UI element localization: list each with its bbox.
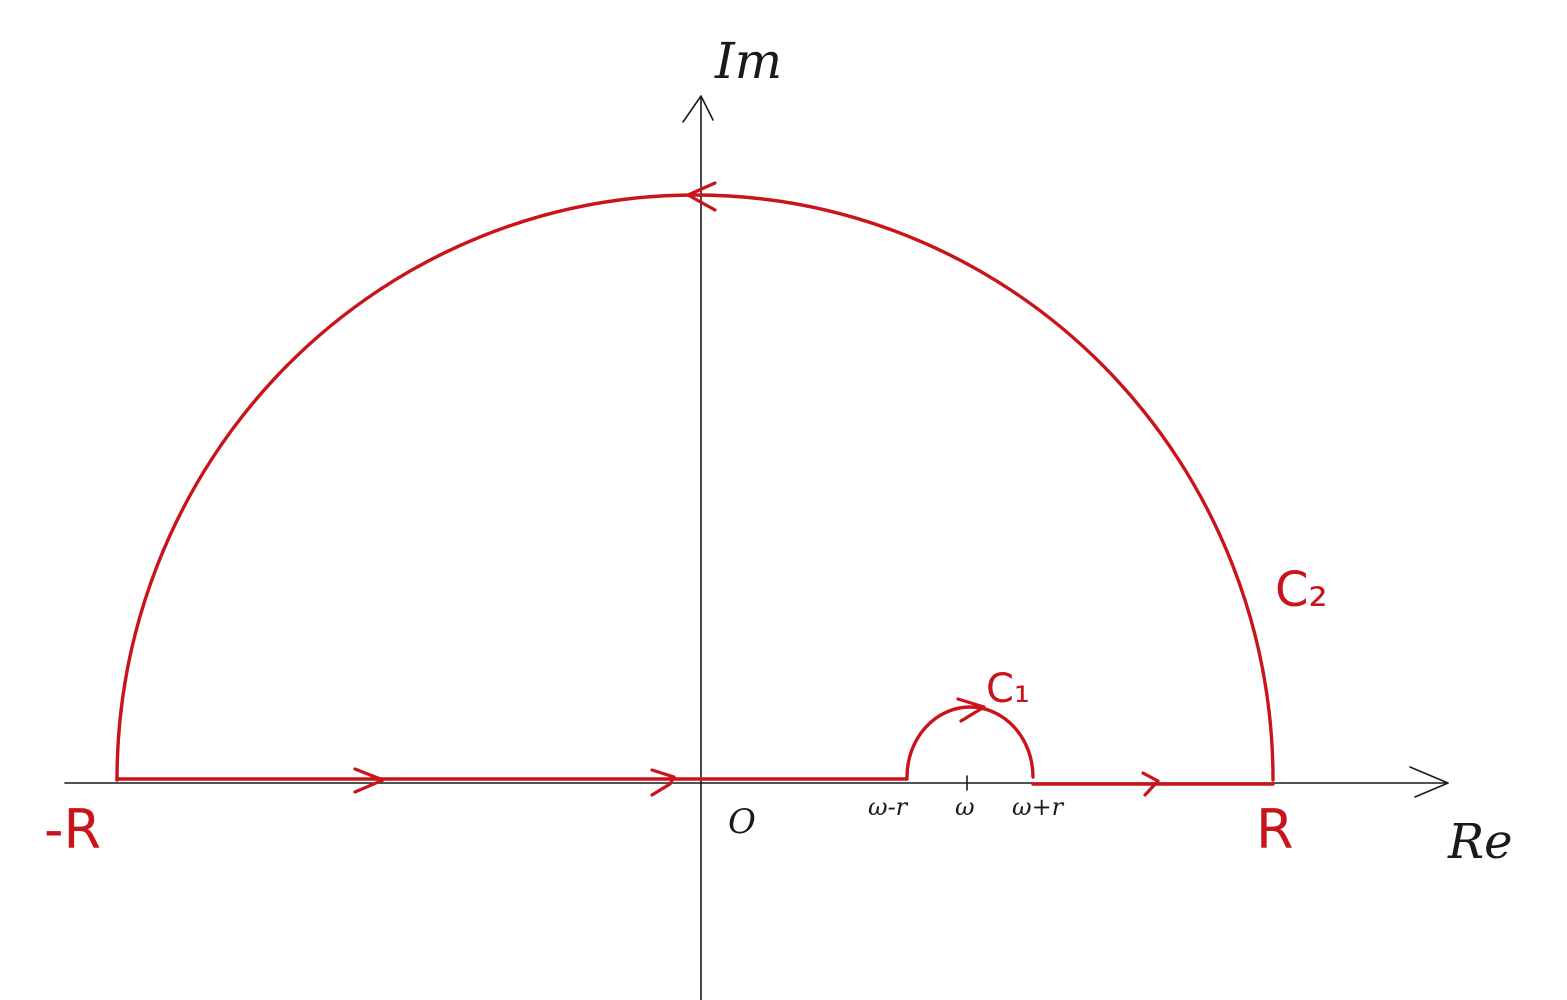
omega-plus-r-label: ω+r	[1012, 793, 1065, 821]
minus-R-label: -R	[44, 798, 101, 861]
c1-label: C₁	[986, 666, 1030, 712]
c2-label: C₂	[1275, 562, 1328, 618]
imaginary-axis-arrowhead	[682, 95, 714, 123]
imaginary-axis-label: Im	[714, 32, 782, 90]
omega-minus-r-label: ω-r	[868, 793, 909, 821]
contour-small-arc-c1	[905, 705, 1035, 779]
direction-arrow-left-segment	[353, 767, 385, 794]
direction-arrow-small-arc	[956, 697, 986, 723]
direction-arrow-right-segment	[1141, 771, 1160, 797]
direction-arrow-large-arc	[686, 181, 717, 212]
R-label: R	[1256, 798, 1294, 861]
omega-label: ω	[955, 793, 975, 821]
real-axis-arrowhead	[1409, 766, 1449, 798]
direction-arrow-near-origin	[650, 768, 676, 797]
origin-label: O	[728, 802, 756, 842]
contour-large-arc-c2	[115, 193, 1275, 782]
real-axis-label: Re	[1447, 814, 1513, 870]
